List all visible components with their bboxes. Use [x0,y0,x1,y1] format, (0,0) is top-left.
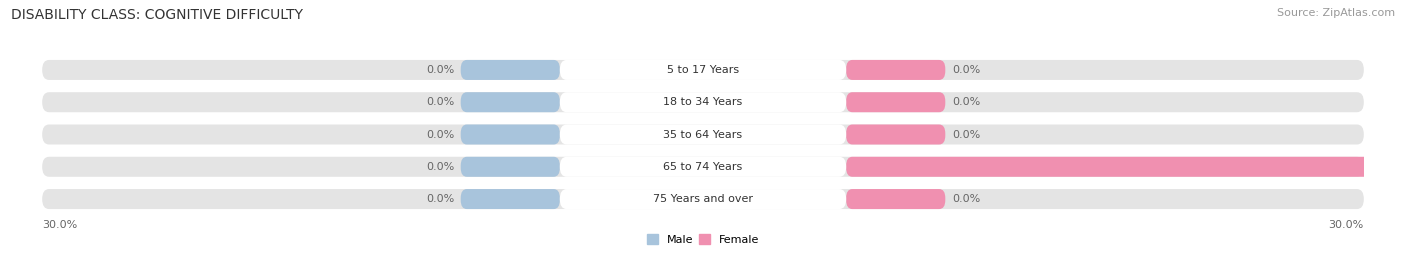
Text: 0.0%: 0.0% [952,97,980,107]
Text: Source: ZipAtlas.com: Source: ZipAtlas.com [1277,8,1395,18]
FancyBboxPatch shape [560,125,846,144]
Text: 18 to 34 Years: 18 to 34 Years [664,97,742,107]
FancyBboxPatch shape [560,189,846,209]
FancyBboxPatch shape [846,60,945,80]
FancyBboxPatch shape [461,189,560,209]
Text: 0.0%: 0.0% [426,194,454,204]
Text: 0.0%: 0.0% [952,194,980,204]
Text: DISABILITY CLASS: COGNITIVE DIFFICULTY: DISABILITY CLASS: COGNITIVE DIFFICULTY [11,8,304,22]
Legend: Male, Female: Male, Female [647,234,759,245]
Text: 75 Years and over: 75 Years and over [652,194,754,204]
FancyBboxPatch shape [461,157,560,177]
FancyBboxPatch shape [42,189,1364,209]
FancyBboxPatch shape [42,92,1364,112]
FancyBboxPatch shape [846,92,945,112]
FancyBboxPatch shape [846,125,945,144]
Text: 0.0%: 0.0% [426,97,454,107]
Text: 0.0%: 0.0% [426,162,454,172]
Text: 0.0%: 0.0% [426,129,454,140]
FancyBboxPatch shape [846,157,1406,177]
Text: 5 to 17 Years: 5 to 17 Years [666,65,740,75]
FancyBboxPatch shape [42,125,1364,144]
Text: 35 to 64 Years: 35 to 64 Years [664,129,742,140]
FancyBboxPatch shape [560,60,846,80]
Text: 30.0%: 30.0% [42,220,77,230]
FancyBboxPatch shape [461,60,560,80]
Text: 0.0%: 0.0% [952,65,980,75]
FancyBboxPatch shape [42,157,1364,177]
Text: 0.0%: 0.0% [952,129,980,140]
FancyBboxPatch shape [461,92,560,112]
Text: 0.0%: 0.0% [426,65,454,75]
FancyBboxPatch shape [846,189,945,209]
FancyBboxPatch shape [42,60,1364,80]
Text: 65 to 74 Years: 65 to 74 Years [664,162,742,172]
FancyBboxPatch shape [461,125,560,144]
Text: 30.0%: 30.0% [1329,220,1364,230]
FancyBboxPatch shape [560,92,846,112]
FancyBboxPatch shape [560,157,846,177]
